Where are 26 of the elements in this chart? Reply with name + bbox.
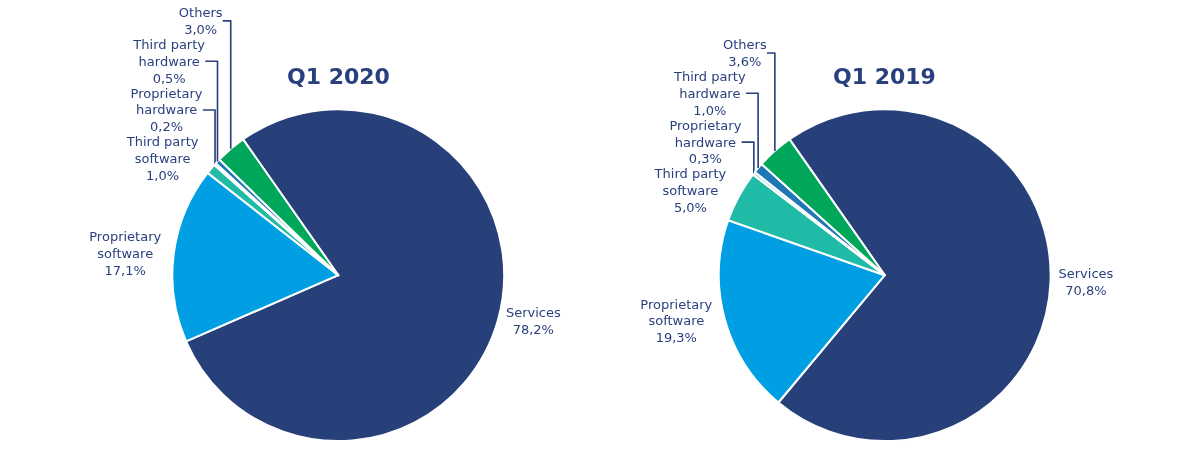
slice-label: Third party hardware [672, 68, 746, 101]
slice-label: Third party hardware [132, 36, 206, 69]
slice-label: Services [1058, 266, 1114, 282]
data-label: 78,2% [512, 322, 554, 338]
text: Q1 2019 [833, 64, 936, 89]
slice-label: Third party software [125, 134, 199, 167]
data-label: 17,1% [104, 263, 146, 279]
data-label: 5,0% [673, 200, 707, 216]
slice-label: Others [722, 36, 767, 52]
data-label: 1,0% [146, 168, 180, 184]
text: Q1 2020 [287, 64, 390, 89]
slice-label: Proprietary hardware [669, 117, 742, 150]
slice-label: Proprietary software [89, 229, 162, 262]
data-label: 3,0% [184, 21, 218, 37]
slice-label: Proprietary software [640, 296, 713, 329]
data-label: 19,3% [655, 330, 697, 346]
data-label: 70,8% [1065, 283, 1107, 299]
slice-label: Third party software [653, 166, 727, 199]
data-label: 1,0% [693, 102, 727, 118]
data-label: 0,5% [152, 70, 186, 86]
slice-label: Services [505, 305, 561, 321]
slice-label: Others [178, 4, 223, 20]
data-label: 0,2% [150, 119, 184, 135]
slice-label: Proprietary hardware [130, 85, 203, 118]
data-label: 0,3% [688, 151, 722, 167]
data-label: 3,6% [728, 53, 762, 69]
